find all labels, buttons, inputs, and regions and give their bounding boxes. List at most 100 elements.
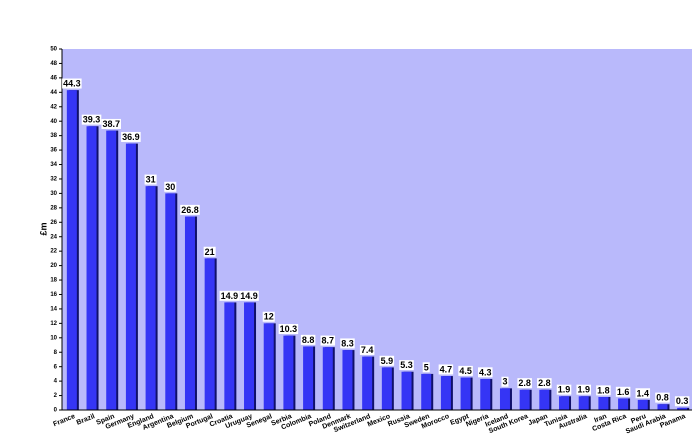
value-label-bg <box>320 335 336 346</box>
bar <box>106 130 117 410</box>
y-tick-label: 40 <box>50 119 57 125</box>
value-label: 14.9 <box>240 291 258 301</box>
bar <box>401 371 412 410</box>
value-label-bg <box>501 376 509 387</box>
value-label-bg <box>300 334 316 345</box>
bar <box>145 186 156 410</box>
bar <box>342 350 353 410</box>
x-tick-label: France <box>52 413 76 428</box>
value-label: 4.7 <box>440 364 453 374</box>
value-label-bg <box>399 360 414 371</box>
value-label: 5.9 <box>381 356 394 366</box>
value-label: 0.3 <box>676 396 689 406</box>
value-label-bg <box>379 355 395 366</box>
y-tick-label: 10 <box>50 335 57 341</box>
y-tick-label: 26 <box>50 220 57 226</box>
value-label: 39.3 <box>83 115 101 125</box>
value-label-bg <box>517 378 532 389</box>
y-tick-label: 18 <box>50 278 57 284</box>
value-label-bg <box>219 290 240 301</box>
bar <box>66 90 77 411</box>
y-tick-label: 48 <box>50 61 57 67</box>
bar <box>677 407 688 410</box>
bar <box>539 389 550 410</box>
bar <box>224 302 235 410</box>
bar <box>184 216 195 410</box>
y-tick-label: 6 <box>54 364 58 370</box>
y-tick-label: 30 <box>50 191 57 197</box>
bar <box>480 378 491 410</box>
value-label: 1.4 <box>637 388 650 398</box>
value-label-bg <box>164 181 177 192</box>
value-label: 38.7 <box>102 119 120 129</box>
bar <box>618 398 629 410</box>
value-label-bg <box>101 118 121 129</box>
value-label: 44.3 <box>63 79 81 89</box>
y-axis-label: £m <box>38 222 48 235</box>
bar <box>204 258 215 410</box>
value-label-bg <box>203 246 216 257</box>
bar <box>657 404 668 410</box>
value-label-bg <box>121 131 141 142</box>
y-tick-label: 36 <box>50 148 57 154</box>
value-label-bg <box>478 367 493 378</box>
y-tick-label: 16 <box>50 292 57 298</box>
y-tick-label: 44 <box>50 90 57 96</box>
bar <box>244 302 255 410</box>
plot-area <box>62 49 692 410</box>
value-label: 8.3 <box>341 338 354 348</box>
value-label: 1.9 <box>558 385 571 395</box>
value-label: 36.9 <box>122 132 140 142</box>
y-tick-label: 2 <box>54 393 58 399</box>
bar <box>263 323 274 410</box>
value-label: 8.8 <box>302 335 315 345</box>
value-label-bg <box>180 204 200 215</box>
bar <box>283 335 294 410</box>
y-tick-label: 46 <box>50 75 57 81</box>
value-label-bg <box>556 384 572 395</box>
value-label-bg <box>655 392 670 403</box>
x-tick-label: Brazil <box>76 413 96 427</box>
value-label-bg <box>278 324 299 335</box>
value-label: 2.8 <box>518 378 531 388</box>
value-label: 3 <box>502 377 507 387</box>
y-tick-label: 24 <box>50 234 57 240</box>
value-label-bg <box>674 396 690 407</box>
bar <box>499 388 510 410</box>
value-label-bg <box>62 78 82 89</box>
value-label: 4.3 <box>479 367 492 377</box>
bar <box>303 346 314 410</box>
bar <box>86 126 97 410</box>
bar <box>421 373 432 410</box>
bar <box>460 377 471 410</box>
value-label: 30 <box>165 182 175 192</box>
value-label-bg <box>537 378 552 389</box>
y-tick-label: 8 <box>54 350 58 356</box>
bar <box>125 143 136 410</box>
y-tick-label: 28 <box>50 205 57 211</box>
bar <box>440 376 451 410</box>
value-label: 14.9 <box>221 291 239 301</box>
value-label: 8.7 <box>322 336 335 346</box>
bar <box>578 396 589 410</box>
bar <box>362 356 373 410</box>
value-label-bg <box>144 174 157 185</box>
value-label: 5.3 <box>400 360 413 370</box>
value-label-bg <box>81 114 102 125</box>
value-label: 21 <box>205 247 215 257</box>
value-label-bg <box>262 311 275 322</box>
y-tick-label: 32 <box>50 177 57 183</box>
x-tick-label: Iran <box>593 413 608 424</box>
value-label: 26.8 <box>181 205 199 215</box>
value-label: 1.8 <box>597 385 610 395</box>
y-tick-label: 12 <box>50 321 57 327</box>
y-tick-label: 50 <box>50 47 57 53</box>
value-label-bg <box>239 290 259 301</box>
value-label-bg <box>458 365 473 376</box>
y-tick-label: 0 <box>54 408 58 414</box>
y-tick-label: 34 <box>50 162 57 168</box>
bar <box>637 399 648 410</box>
bar <box>322 347 333 410</box>
value-label-bg <box>359 344 375 355</box>
bar <box>381 367 392 410</box>
